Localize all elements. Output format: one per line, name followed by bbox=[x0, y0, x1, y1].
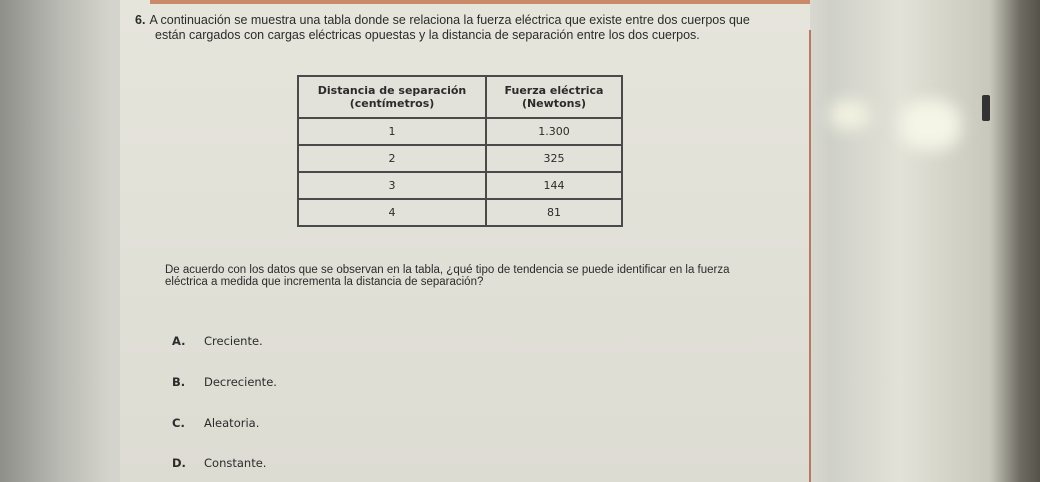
header-unit: (Newtons) bbox=[521, 97, 587, 110]
header-unit: (centímetros) bbox=[349, 97, 435, 110]
option-text: Decreciente. bbox=[204, 375, 277, 389]
cell-distance: 4 bbox=[297, 198, 487, 227]
cell-force: 325 bbox=[485, 144, 623, 173]
option-text: Aleatoria. bbox=[204, 416, 260, 430]
table-row: 4 81 bbox=[297, 198, 623, 227]
option-c[interactable]: C. Aleatoria. bbox=[172, 416, 259, 430]
header-force: Fuerza eléctrica (Newtons) bbox=[485, 75, 623, 119]
prompt-line-2: eléctrica a medida que incrementa la dis… bbox=[165, 276, 484, 288]
question-number: 6. bbox=[135, 13, 146, 27]
page-top-border bbox=[150, 0, 810, 4]
cell-distance: 3 bbox=[297, 171, 487, 200]
screen-glare bbox=[900, 100, 960, 150]
option-text: Creciente. bbox=[204, 334, 263, 348]
header-text: Fuerza eléctrica bbox=[504, 84, 604, 97]
cell-force: 1.300 bbox=[485, 117, 623, 146]
table-header-row: Distancia de separación (centímetros) Fue… bbox=[297, 75, 623, 119]
question-line-2: están cargados con cargas eléctricas opu… bbox=[155, 28, 700, 42]
document-page bbox=[120, 0, 810, 482]
option-letter: B. bbox=[172, 375, 186, 389]
option-letter: D. bbox=[172, 456, 186, 470]
option-a[interactable]: A. Creciente. bbox=[172, 334, 263, 348]
question-line-1: A continuación se muestra una tabla dond… bbox=[149, 13, 750, 27]
cell-distance: 1 bbox=[297, 117, 487, 146]
option-d[interactable]: D. Constante. bbox=[172, 456, 266, 470]
cell-force: 81 bbox=[485, 198, 623, 227]
prompt-line-1: De acuerdo con los datos que se observan… bbox=[165, 264, 730, 276]
option-text: Constante. bbox=[204, 456, 267, 470]
cell-force: 144 bbox=[485, 171, 623, 200]
table-row: 1 1.300 bbox=[297, 117, 623, 146]
screen-glare bbox=[830, 100, 870, 130]
question-text: 6. A continuación se muestra una tabla do… bbox=[135, 13, 815, 43]
table-row: 2 325 bbox=[297, 144, 623, 173]
data-table: Distancia de separación (centímetros) Fue… bbox=[297, 75, 623, 227]
mouse-cursor-icon bbox=[982, 95, 990, 121]
option-b[interactable]: B. Decreciente. bbox=[172, 375, 277, 389]
option-letter: A. bbox=[172, 334, 186, 348]
header-text: Distancia de separación bbox=[317, 84, 467, 97]
question-prompt: De acuerdo con los datos que se observan… bbox=[165, 264, 805, 288]
table-row: 3 144 bbox=[297, 171, 623, 200]
option-letter: C. bbox=[172, 416, 185, 430]
page-right-border bbox=[809, 30, 811, 482]
cell-distance: 2 bbox=[297, 144, 487, 173]
header-distance: Distancia de separación (centímetros) bbox=[297, 75, 487, 119]
